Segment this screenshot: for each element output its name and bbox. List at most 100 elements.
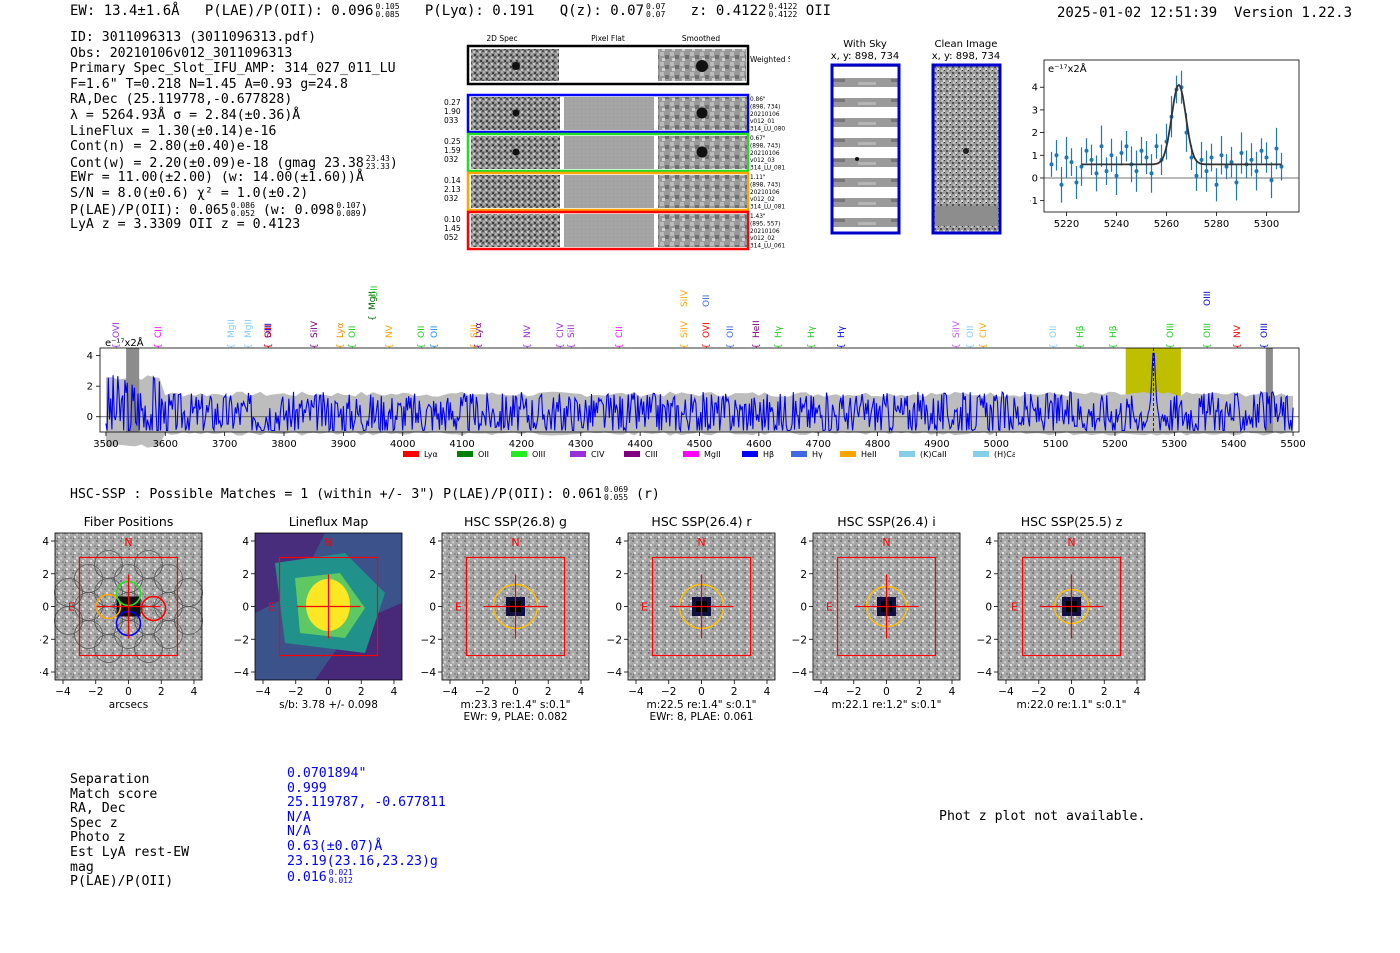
timestamp-version: 2025-01-02 12:51:39 Version 1.22.3	[1057, 5, 1352, 21]
stamp-right-text: (898, 743)	[750, 182, 780, 188]
cutout-xtick-label: 0	[1068, 686, 1075, 698]
label-radec: RA, Dec	[70, 801, 126, 817]
line-mark-brace: {	[1109, 343, 1119, 349]
with-sky-image	[830, 63, 901, 235]
search-box	[651, 556, 752, 657]
line-mark-label: SiIV	[952, 320, 962, 338]
stamp-right-text: 20210106	[750, 190, 780, 196]
fit-data-point	[1264, 155, 1269, 160]
legend-swatch	[899, 451, 915, 457]
line-mark-label: OIII	[1260, 323, 1270, 338]
line-mark-label: HeII	[752, 320, 762, 338]
line-mark-label-upper: OII	[370, 286, 380, 298]
line-mark-brace: {	[615, 343, 625, 349]
lambda-line: λ = 5264.93Å σ = 2.84(±0.36)Å	[70, 107, 301, 123]
cutout-ytick-label: 0	[615, 602, 622, 614]
spectra-stamps: 2D Spec Pixel Flat Smoothed Weighted Sum…	[444, 34, 790, 251]
legend-swatch	[570, 451, 586, 457]
spec-xtick-label: 5400	[1221, 439, 1246, 450]
cutout-ytick-label: 0	[242, 602, 249, 614]
fit-data-point	[1239, 151, 1244, 156]
search-box	[278, 556, 379, 657]
line-mark-brace: {	[1049, 343, 1059, 349]
fit-xtick-label: 5240	[1104, 219, 1129, 230]
east-label: E	[1011, 601, 1018, 614]
label-lya-rest-ew: Est LyA rest-EW	[70, 844, 190, 860]
legend-swatch	[403, 451, 419, 457]
line-mark-label: OVI	[112, 322, 122, 338]
fiber-circle	[154, 564, 183, 593]
line-mark-label: NV	[523, 324, 533, 338]
cutout-ytick-label: 4	[800, 536, 807, 548]
cutout-ytick-label: 0	[42, 602, 49, 614]
stamp-left-text: 2.13	[444, 185, 461, 194]
hsc-cutouts: Fiber Positions N E −4 −2 0 2 4 4 2 0 −2 −4 arcsecs Li…	[40, 514, 1146, 723]
fiber-circle	[154, 620, 183, 649]
cutout-xtick-label: −4	[255, 686, 271, 698]
stamp-right-text: v012_01	[750, 119, 775, 125]
fit-data-point	[1059, 182, 1064, 187]
cutout-xtick-label: 4	[949, 686, 956, 698]
fit-data-point	[1154, 144, 1159, 149]
version: Version 1.22.3	[1234, 5, 1353, 21]
fiber-circle	[94, 550, 123, 579]
line-mark-label: Hγ	[774, 325, 784, 338]
plae-range: 0.105 0.085	[375, 2, 400, 19]
cutout-xtick-label: 2	[358, 686, 365, 698]
line-mark-label: OII	[726, 326, 736, 338]
fit-data-point	[1054, 153, 1059, 158]
cutout-xtick-label: 2	[545, 686, 552, 698]
fiber-red	[140, 595, 167, 622]
cutout-caption-1: m:22.1 re:1.2" s:0.1"	[832, 699, 942, 711]
line-mark-label: SiII	[567, 324, 577, 338]
spec-xtick-label: 5000	[984, 439, 1009, 450]
line-mark-brace: {	[348, 343, 358, 349]
legend-label: HeII	[861, 450, 877, 459]
timestamp: 2025-01-02 12:51:39	[1057, 5, 1218, 21]
north-label: N	[324, 536, 332, 549]
cutout-ytick-label: 2	[615, 569, 622, 581]
line-mark-label: OII	[1049, 326, 1059, 338]
clean-image-title: Clean Image	[935, 39, 998, 50]
line-mark-brace: {	[154, 343, 164, 349]
cutout-ytick-label: −4	[792, 667, 808, 679]
stamp-right-text: (895, 557)	[750, 221, 780, 227]
line-mark-brace: {	[702, 343, 712, 349]
legend-swatch	[683, 451, 699, 457]
cutout-ytick-label: 2	[985, 569, 992, 581]
line-mark-label: MgII	[244, 319, 254, 338]
clean-image-coords: x, y: 898, 734	[932, 51, 1001, 62]
cutout-ytick-label: −4	[421, 667, 437, 679]
value-lya-rest-ew: 0.63(±0.07)Å	[287, 838, 383, 854]
cutout-ytick-label: 4	[615, 536, 622, 548]
line-mark-brace: {	[523, 343, 533, 349]
search-box	[465, 556, 566, 657]
line-mark-label: SiIV	[310, 320, 320, 338]
cutout-title: HSC SSP(26.4) i	[837, 514, 935, 529]
line-mark-brace: {	[244, 343, 254, 349]
cutout-ytick-label: 2	[800, 569, 807, 581]
cutout-ytick-label: 2	[429, 569, 436, 581]
stamp-right-text: (898, 734)	[750, 104, 780, 110]
plae-line: P(LAE)/P(OII): 0.065 0.086 0.052 (w: 0.098…	[70, 200, 369, 218]
value-spec-z: N/A	[287, 809, 311, 825]
cutout-xtick-label: −2	[846, 686, 861, 698]
line-mark-label: OIII	[1203, 323, 1213, 338]
fit-xtick-label: 5280	[1204, 219, 1229, 230]
qz-range: 0.07 0.07	[646, 2, 666, 19]
line-mark-label: OII	[430, 326, 440, 338]
qz-value: Q(z): 0.07	[559, 3, 645, 19]
east-label: E	[826, 601, 833, 614]
north-label: N	[511, 536, 519, 549]
line-mark-label-upper: SiIV	[680, 289, 690, 307]
fit-data-point	[1269, 178, 1274, 183]
cutout-xtick-label: 2	[916, 686, 923, 698]
cutout-caption-1: arcsecs	[109, 699, 148, 711]
legend-label: Hγ	[812, 450, 823, 459]
fit-data-point	[1249, 157, 1254, 162]
fit-data-point	[1194, 173, 1199, 178]
stamp-2dspec	[471, 175, 560, 208]
stamp-right-text: 20210106	[750, 151, 780, 157]
cutout-caption-1: m:23.3 re:1.4" s:0.1"	[461, 699, 571, 711]
